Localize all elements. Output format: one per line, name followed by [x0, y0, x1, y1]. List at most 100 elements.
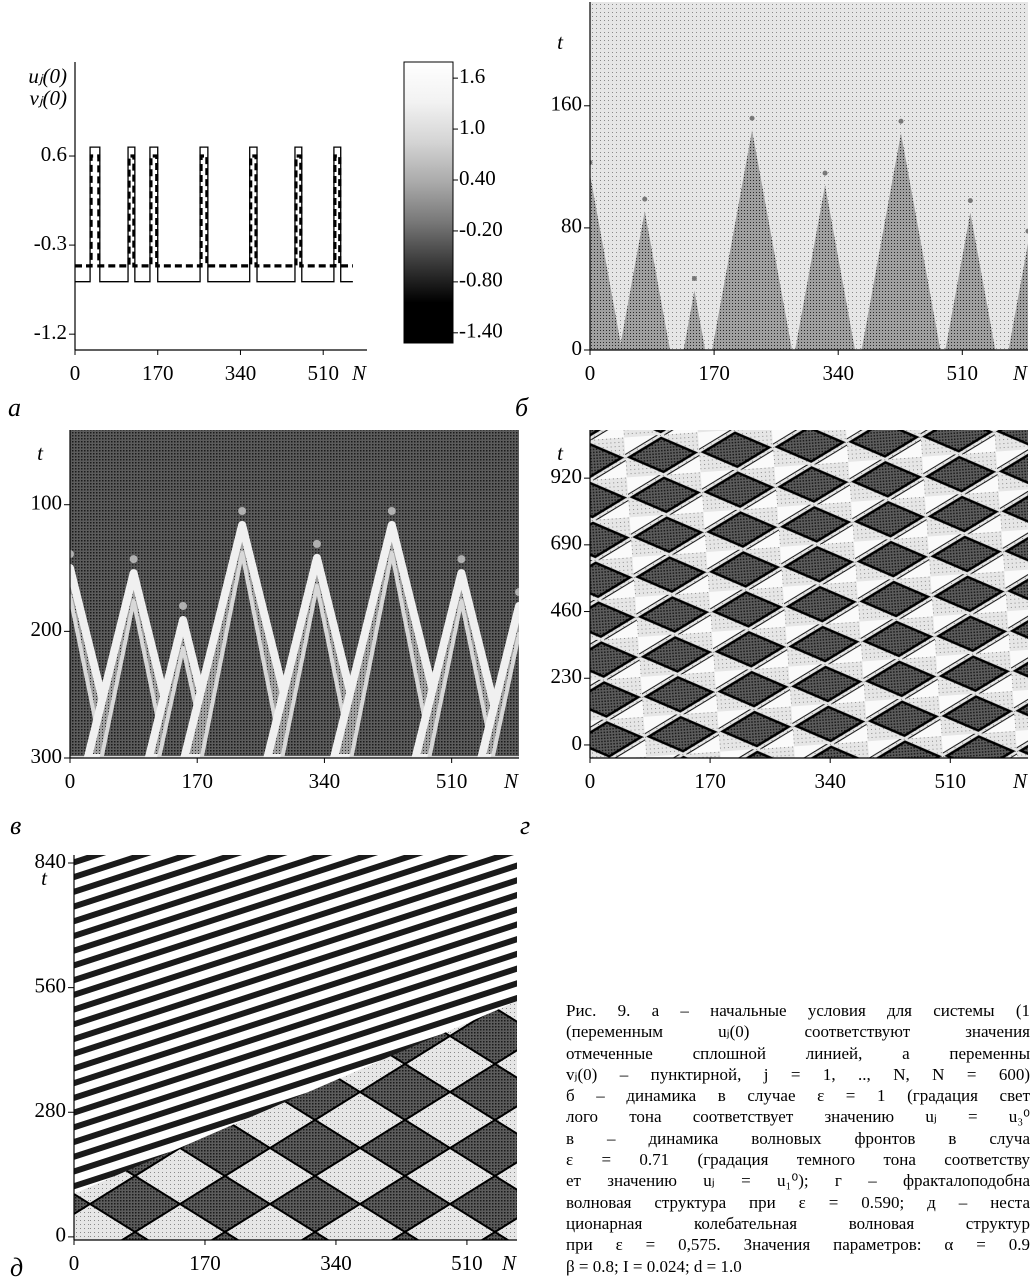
- y-tick-label: 160: [551, 92, 583, 116]
- y-tick-label: 200: [31, 617, 63, 641]
- x-tick-label: 340: [225, 361, 257, 385]
- heatmap: [70, 430, 519, 758]
- x-tick-label: 340: [822, 361, 854, 385]
- front-apex: [238, 506, 247, 515]
- y-axis-label: t: [557, 30, 564, 54]
- x-tick-label: 340: [320, 1251, 352, 1275]
- x-axis-label: N: [503, 769, 519, 793]
- caption-line: б – динамика в случае ε = 1 (градация св…: [566, 1086, 1030, 1106]
- wave-front-inner: [349, 550, 435, 758]
- x-axis-label: N: [1012, 361, 1028, 385]
- panel-letter: б: [515, 393, 529, 422]
- colorbar-tick-label: 1.0: [459, 115, 485, 139]
- y-tick-label: 100: [31, 491, 63, 515]
- front-apex: [387, 506, 396, 515]
- front-apex: [590, 159, 593, 165]
- x-tick-label: 0: [69, 1251, 80, 1275]
- colorbar-tick-label: -1.40: [459, 319, 503, 343]
- y-axis-label: t: [37, 441, 44, 465]
- caption-line: волновая структура при ε = 0.590; д – не…: [566, 1192, 1030, 1212]
- front-apex: [515, 588, 519, 597]
- caption-line: ет значению uⱼ = u₁⁰); г – фракталоподоб…: [566, 1171, 1030, 1191]
- y-axis-label: uⱼ(0): [28, 64, 67, 88]
- y-axis-label: vⱼ(0): [30, 86, 67, 110]
- colorbar-tick-label: -0.80: [459, 268, 503, 292]
- caption-line: отмеченные сплошной линией, а переменны: [566, 1043, 1030, 1063]
- caption-line: лого тона соответствует значению uⱼ = u₃…: [566, 1107, 1030, 1127]
- y-tick-label: 840: [35, 849, 67, 873]
- x-tick-label: 170: [698, 361, 730, 385]
- wave-front: [945, 212, 996, 350]
- x-axis-label: N: [1012, 769, 1028, 793]
- colorbar: [403, 61, 454, 344]
- front-apex: [178, 601, 187, 610]
- wave-front-inner: [70, 594, 106, 758]
- front-apex: [642, 196, 648, 202]
- y-tick-label: 0: [572, 731, 583, 755]
- y-tick-label: 920: [551, 464, 583, 488]
- colorbar-tick-label: 0.40: [459, 166, 496, 190]
- colorbar-tick-label: 1.6: [459, 64, 485, 88]
- front-apex: [312, 539, 321, 548]
- caption-line: (переменным uⱼ(0) соответствуют значения: [566, 1022, 1030, 1042]
- solid-line: [75, 146, 353, 283]
- x-tick-label: 510: [307, 361, 339, 385]
- y-axis-label: t: [41, 866, 48, 890]
- y-tick-label: 300: [31, 744, 63, 768]
- caption-line: β = 0.8; I = 0.024; d = 1.0: [566, 1256, 742, 1276]
- heatmap: [590, 2, 1028, 350]
- x-tick-label: 0: [65, 769, 76, 793]
- wave-front-inner: [427, 599, 496, 758]
- caption-line: Рис. 9. а – начальные условия для систем…: [566, 1001, 1030, 1020]
- front-apex: [129, 555, 138, 564]
- front-apex: [1025, 228, 1028, 234]
- colorbar-tick-label: -0.20: [459, 217, 503, 241]
- y-tick-label: 0: [572, 336, 583, 360]
- x-tick-label: 0: [585, 769, 596, 793]
- x-tick-label: 0: [70, 361, 81, 385]
- lattice-region: [74, 1001, 517, 1240]
- front-apex: [822, 170, 828, 176]
- front-apex: [898, 118, 904, 124]
- y-tick-label: 560: [35, 973, 67, 997]
- wave-front: [1008, 243, 1028, 350]
- panel-letter: в: [10, 811, 21, 840]
- front-apex: [749, 115, 755, 121]
- x-tick-label: 170: [142, 361, 174, 385]
- heatmap: [74, 855, 517, 1240]
- wave-front: [683, 290, 706, 350]
- front-apex: [457, 555, 466, 564]
- x-tick-label: 0: [585, 361, 596, 385]
- y-tick-label: 230: [551, 664, 583, 688]
- dashed-line: [75, 154, 353, 268]
- x-tick-label: 170: [181, 769, 213, 793]
- x-tick-label: 510: [947, 361, 979, 385]
- front-apex: [967, 198, 973, 204]
- y-tick-label: 80: [561, 214, 582, 238]
- wave-front-inner: [99, 599, 168, 758]
- caption-line: ε = 0.71 (градация темного тона соответс…: [566, 1150, 1030, 1170]
- heatmap-background: [590, 430, 1028, 758]
- x-tick-label: 170: [694, 769, 726, 793]
- wave-front: [619, 211, 670, 350]
- y-axis-label: t: [557, 441, 564, 465]
- y-tick-label: 0: [56, 1223, 67, 1247]
- wave-front: [795, 185, 856, 350]
- y-tick-label: 0.6: [41, 142, 67, 166]
- caption-line: ционарная колебательная волновая структу…: [566, 1213, 1030, 1233]
- front-apex: [691, 275, 697, 281]
- x-axis-label: N: [501, 1251, 517, 1275]
- front-apex: [70, 550, 74, 559]
- wave-front: [590, 174, 622, 350]
- wave-front-inner: [280, 583, 354, 758]
- x-tick-label: 170: [189, 1251, 221, 1275]
- panel-letter: д: [10, 1253, 23, 1278]
- x-tick-label: 340: [814, 769, 846, 793]
- wave-front-inner: [490, 632, 519, 758]
- x-axis-label: N: [351, 361, 367, 385]
- y-tick-label: 280: [35, 1098, 67, 1122]
- panel-letter: а: [8, 393, 21, 422]
- heatmap: [590, 430, 1028, 758]
- wave-front: [861, 133, 941, 350]
